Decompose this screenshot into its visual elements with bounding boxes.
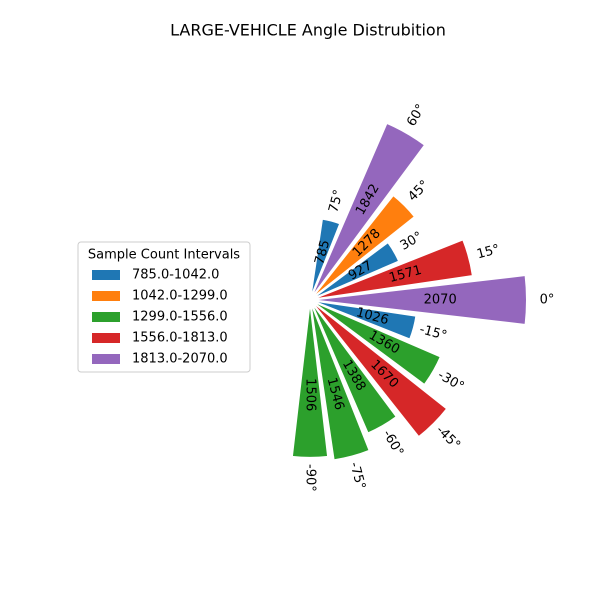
angle-label: -60° <box>379 428 406 460</box>
legend-swatch <box>92 270 120 280</box>
angle-label: 60° <box>404 102 429 129</box>
angle-label: 30° <box>398 229 425 254</box>
value-label: 1506 <box>303 378 318 411</box>
angle-label: 75° <box>326 188 346 214</box>
angle-label: 0° <box>540 293 555 308</box>
legend-label: 1042.0-1299.0 <box>132 289 228 304</box>
bar <box>309 299 371 462</box>
bar <box>309 193 417 301</box>
legend-label: 1299.0-1556.0 <box>132 310 228 325</box>
legend-label: 1556.0-1813.0 <box>132 331 228 346</box>
legend-label: 1813.0-2070.0 <box>132 352 228 367</box>
legend-swatch <box>92 333 120 343</box>
angle-label: -90° <box>303 464 318 492</box>
legend-label: 785.0-1042.0 <box>132 268 219 283</box>
angle-label: -15° <box>418 322 449 344</box>
bar <box>309 121 427 301</box>
bar <box>309 299 418 341</box>
legend-box <box>77 241 251 373</box>
bar <box>290 299 330 459</box>
value-label: 2070 <box>424 293 457 308</box>
bar <box>309 217 342 301</box>
legend-swatch <box>92 354 120 364</box>
angle-label: 15° <box>475 242 501 262</box>
bar <box>309 240 401 301</box>
legend-swatch <box>92 312 120 322</box>
bar <box>309 299 449 439</box>
bar <box>309 299 399 435</box>
chart-title: LARGE-VEHICLE Angle Distrubition <box>170 21 446 40</box>
bar <box>309 299 443 387</box>
angle-label: -75° <box>346 461 368 492</box>
bar <box>309 273 528 327</box>
legend-title: Sample Count Intervals <box>88 248 240 263</box>
angle-label: 45° <box>405 178 432 205</box>
bar <box>309 238 475 301</box>
angle-label: -30° <box>435 368 467 395</box>
angle-label: -45° <box>433 423 463 453</box>
legend-swatch <box>92 291 120 301</box>
